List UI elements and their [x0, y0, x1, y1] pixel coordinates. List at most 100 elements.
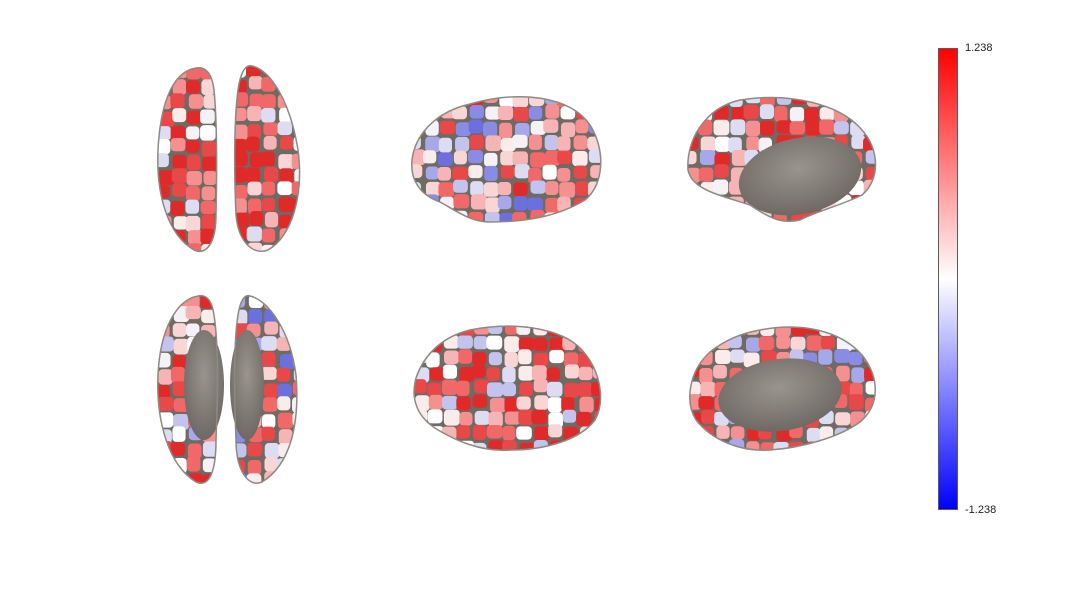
- parcel: [459, 412, 473, 426]
- parcel: [170, 125, 186, 141]
- parcel: [713, 327, 729, 335]
- parcel: [545, 150, 561, 166]
- parcel: [759, 97, 775, 108]
- parcel: [546, 367, 561, 381]
- parcel: [185, 215, 201, 232]
- parcel: [504, 336, 520, 353]
- parcel: [603, 227, 619, 242]
- parcel: [866, 120, 876, 135]
- parcel: [882, 321, 897, 337]
- parcel: [215, 67, 217, 80]
- parcel: [186, 456, 201, 472]
- parcel: [602, 213, 617, 227]
- parcel: [878, 149, 893, 163]
- parcel: [716, 425, 730, 439]
- parcel: [557, 150, 572, 165]
- parcel: [731, 106, 746, 123]
- parcel: [261, 77, 276, 92]
- parcel: [234, 124, 248, 141]
- parcel: [700, 97, 714, 107]
- medial-wall-top-right: [738, 136, 862, 216]
- parcel: [594, 397, 601, 414]
- parcel: [544, 134, 559, 151]
- parcel: [157, 67, 171, 79]
- parcel: [744, 456, 757, 470]
- parcel: [561, 396, 575, 412]
- parcel: [170, 138, 186, 152]
- parcel: [527, 197, 544, 212]
- parcel: [219, 80, 233, 95]
- parcel: [865, 212, 876, 222]
- dorsal-left-outline: [157, 66, 218, 252]
- parcel: [202, 441, 218, 457]
- parcel: [516, 426, 532, 440]
- parcel: [247, 106, 262, 122]
- parcel: [591, 326, 601, 338]
- parcel: [158, 170, 175, 186]
- parcel: [172, 79, 187, 96]
- parcel: [850, 121, 866, 137]
- parcel: [863, 197, 876, 213]
- parcel: [216, 444, 218, 460]
- parcel: [173, 413, 189, 430]
- parcel: [424, 228, 438, 243]
- parcel: [866, 334, 876, 350]
- parcel: [776, 97, 792, 105]
- parcel: [805, 121, 821, 136]
- parcel: [578, 382, 592, 397]
- parcel: [518, 337, 535, 351]
- parcel: [428, 394, 443, 410]
- parcel: [218, 94, 232, 109]
- parcel: [427, 409, 443, 424]
- parcel: [880, 439, 895, 454]
- parcel: [246, 490, 259, 505]
- parcel: [850, 226, 865, 240]
- parcel: [528, 106, 543, 120]
- parcel: [294, 109, 300, 123]
- parcel: [848, 336, 865, 350]
- parcel: [789, 107, 805, 122]
- parcel: [277, 241, 293, 252]
- parcel: [469, 226, 485, 240]
- parcel: [593, 424, 601, 438]
- parcel: [728, 137, 742, 153]
- parcel: [472, 394, 488, 408]
- parcel: [159, 487, 174, 502]
- parcel: [278, 429, 293, 446]
- parcel: [234, 198, 247, 215]
- parcel: [865, 150, 876, 164]
- parcel: [172, 154, 187, 170]
- parcel: [486, 335, 503, 350]
- parcel: [264, 295, 279, 310]
- parcel: [277, 383, 292, 398]
- parcel: [488, 411, 503, 428]
- parcel: [698, 327, 713, 338]
- parcel: [743, 352, 760, 368]
- parcel: [587, 136, 601, 151]
- parcel: [512, 211, 527, 222]
- parcel: [264, 457, 279, 472]
- parcel: [262, 397, 278, 412]
- parcel: [499, 212, 515, 222]
- parcel: [437, 209, 453, 222]
- parcel-layer: [157, 65, 897, 505]
- parcel: [880, 179, 895, 195]
- parcel: [534, 426, 550, 442]
- parcel: [804, 107, 819, 123]
- parcel: [849, 382, 863, 397]
- parcel: [218, 322, 234, 336]
- parcel: [576, 411, 592, 426]
- parcel: [534, 395, 549, 410]
- parcel: [848, 394, 864, 410]
- parcel: [576, 440, 592, 451]
- parcel: [805, 226, 819, 241]
- parcel: [699, 455, 714, 469]
- parcel: [261, 414, 276, 429]
- parcel: [203, 170, 217, 185]
- parcel: [881, 383, 895, 399]
- parcel: [277, 181, 293, 195]
- parcel: [499, 96, 515, 108]
- parcel: [261, 228, 276, 243]
- parcel: [689, 394, 702, 410]
- parcel: [562, 326, 577, 337]
